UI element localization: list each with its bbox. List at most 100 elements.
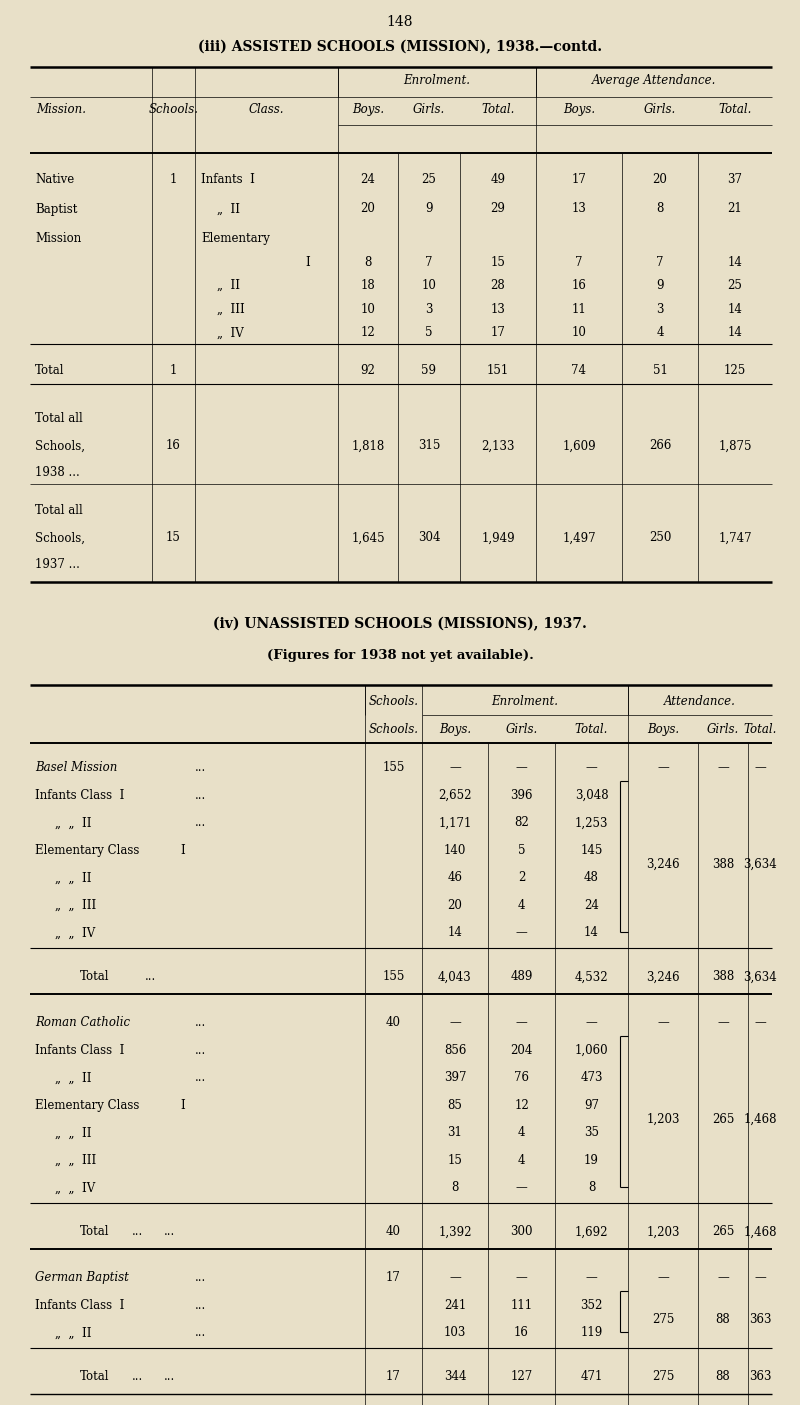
Text: Schools,: Schools,	[35, 440, 85, 452]
Text: 40: 40	[386, 1016, 401, 1030]
Text: Elementary Class: Elementary Class	[35, 844, 139, 857]
Text: —: —	[516, 1272, 527, 1284]
Text: Infants Class  I: Infants Class I	[35, 1044, 124, 1057]
Text: —: —	[449, 762, 461, 774]
Text: 14: 14	[727, 303, 742, 316]
Text: 3: 3	[426, 303, 433, 316]
Text: Schools.: Schools.	[369, 695, 418, 708]
Text: ...: ...	[195, 1072, 206, 1085]
Text: Total.: Total.	[482, 103, 514, 117]
Text: 397: 397	[444, 1072, 466, 1085]
Text: ...: ...	[195, 1044, 206, 1057]
Text: Schools.: Schools.	[369, 724, 418, 736]
Text: 2: 2	[518, 871, 525, 884]
Text: 111: 111	[510, 1298, 533, 1312]
Text: 4,043: 4,043	[438, 971, 472, 983]
Text: 15: 15	[490, 256, 506, 268]
Text: Girls.: Girls.	[644, 103, 676, 117]
Text: 352: 352	[580, 1298, 602, 1312]
Text: ...: ...	[164, 1225, 175, 1238]
Text: 103: 103	[444, 1326, 466, 1339]
Text: 17: 17	[571, 173, 586, 185]
Text: (iv) UNASSISTED SCHOOLS (MISSIONS), 1937.: (iv) UNASSISTED SCHOOLS (MISSIONS), 1937…	[213, 617, 587, 632]
Text: ...: ...	[195, 762, 206, 774]
Text: —: —	[754, 1016, 766, 1030]
Text: —: —	[586, 1272, 598, 1284]
Text: 140: 140	[444, 844, 466, 857]
Text: 16: 16	[514, 1326, 529, 1339]
Text: 1,392: 1,392	[438, 1225, 472, 1238]
Text: 265: 265	[712, 1225, 734, 1238]
Text: 17: 17	[386, 1272, 401, 1284]
Text: 1,747: 1,747	[718, 531, 752, 544]
Text: —: —	[754, 1272, 766, 1284]
Text: —: —	[657, 762, 669, 774]
Text: 18: 18	[361, 280, 375, 292]
Text: 363: 363	[749, 1370, 771, 1384]
Text: Total.: Total.	[718, 103, 752, 117]
Text: —: —	[657, 1272, 669, 1284]
Text: ...: ...	[195, 1272, 206, 1284]
Text: „  „  IV: „ „ IV	[55, 1182, 95, 1194]
Text: 8: 8	[656, 202, 664, 215]
Text: 2,652: 2,652	[438, 788, 472, 802]
Text: I: I	[306, 256, 310, 268]
Text: 396: 396	[510, 788, 533, 802]
Text: 46: 46	[447, 871, 462, 884]
Text: 856: 856	[444, 1044, 466, 1057]
Text: 49: 49	[490, 173, 506, 185]
Text: 1,497: 1,497	[562, 531, 596, 544]
Text: 11: 11	[572, 303, 586, 316]
Text: 275: 275	[652, 1370, 674, 1384]
Text: 76: 76	[514, 1072, 529, 1085]
Text: 3: 3	[656, 303, 664, 316]
Text: Total.: Total.	[575, 724, 608, 736]
Text: 473: 473	[580, 1072, 602, 1085]
Text: Basel Mission: Basel Mission	[35, 762, 118, 774]
Text: 74: 74	[571, 364, 586, 378]
Text: 10: 10	[361, 303, 375, 316]
Text: 48: 48	[584, 871, 599, 884]
Text: Total: Total	[80, 1370, 110, 1384]
Text: 92: 92	[361, 364, 375, 378]
Text: 10: 10	[571, 326, 586, 340]
Text: 4: 4	[518, 899, 526, 912]
Text: Class.: Class.	[249, 103, 284, 117]
Text: 20: 20	[653, 173, 667, 185]
Text: Enrolment.: Enrolment.	[491, 695, 558, 708]
Text: ...: ...	[195, 1016, 206, 1030]
Text: 15: 15	[166, 531, 181, 544]
Text: 35: 35	[584, 1127, 599, 1139]
Text: —: —	[586, 1016, 598, 1030]
Text: 59: 59	[422, 364, 437, 378]
Text: 9: 9	[656, 280, 664, 292]
Text: ...: ...	[195, 816, 206, 829]
Text: 3,246: 3,246	[646, 857, 680, 871]
Text: 13: 13	[490, 303, 506, 316]
Text: 266: 266	[649, 440, 671, 452]
Text: 2,133: 2,133	[482, 440, 514, 452]
Text: Attendance.: Attendance.	[664, 695, 736, 708]
Text: Infants Class  I: Infants Class I	[35, 788, 124, 802]
Text: 8: 8	[451, 1182, 458, 1194]
Text: —: —	[449, 1272, 461, 1284]
Text: 1938 ...: 1938 ...	[35, 466, 80, 479]
Text: I: I	[180, 844, 185, 857]
Text: 3,048: 3,048	[574, 788, 608, 802]
Text: 145: 145	[580, 844, 602, 857]
Text: 3,634: 3,634	[743, 971, 777, 983]
Text: Girls.: Girls.	[506, 724, 538, 736]
Text: 304: 304	[418, 531, 440, 544]
Text: 204: 204	[510, 1044, 533, 1057]
Text: 19: 19	[584, 1154, 599, 1168]
Text: 155: 155	[382, 971, 405, 983]
Text: Total.: Total.	[743, 724, 777, 736]
Text: 363: 363	[749, 1312, 771, 1326]
Text: —: —	[516, 1182, 527, 1194]
Text: —: —	[586, 762, 598, 774]
Text: „  II: „ II	[217, 202, 240, 215]
Text: Total: Total	[80, 971, 110, 983]
Text: Total all: Total all	[35, 413, 82, 426]
Text: Boys.: Boys.	[647, 724, 679, 736]
Text: 1,875: 1,875	[718, 440, 752, 452]
